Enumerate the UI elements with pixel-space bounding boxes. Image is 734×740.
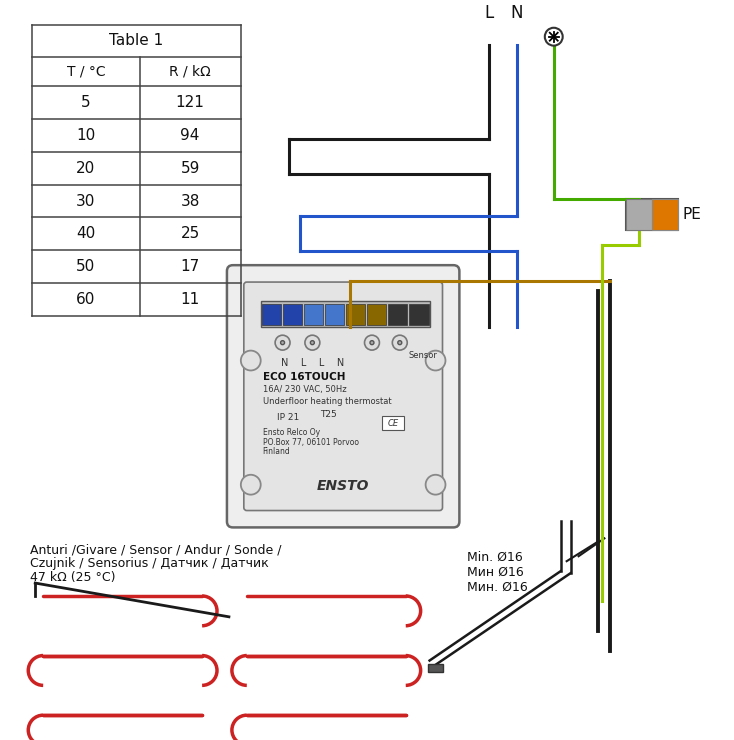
Text: Underfloor heating thermostat: Underfloor heating thermostat bbox=[263, 397, 391, 406]
Bar bbox=[261, 301, 429, 327]
FancyBboxPatch shape bbox=[244, 282, 443, 511]
Bar bbox=[652, 198, 678, 230]
Text: Мин. Ø16: Мин. Ø16 bbox=[468, 581, 528, 594]
Text: 30: 30 bbox=[76, 194, 95, 209]
Text: R / kΩ: R / kΩ bbox=[170, 64, 211, 78]
Text: Мин Ø16: Мин Ø16 bbox=[468, 566, 524, 579]
Circle shape bbox=[241, 475, 261, 494]
Text: Sensor: Sensor bbox=[409, 351, 437, 360]
Text: Min. Ø16: Min. Ø16 bbox=[468, 551, 523, 564]
Bar bbox=[304, 304, 323, 325]
Circle shape bbox=[305, 335, 320, 350]
Bar bbox=[325, 304, 344, 325]
Text: CE: CE bbox=[388, 419, 399, 428]
Text: Table 1: Table 1 bbox=[109, 33, 164, 48]
Text: 121: 121 bbox=[175, 95, 205, 110]
Circle shape bbox=[241, 351, 261, 371]
Bar bbox=[410, 304, 429, 325]
Text: 59: 59 bbox=[181, 161, 200, 176]
Text: N    L    L    N: N L L N bbox=[280, 357, 344, 368]
Text: 11: 11 bbox=[181, 292, 200, 307]
Text: T25: T25 bbox=[320, 410, 337, 419]
Text: 60: 60 bbox=[76, 292, 95, 307]
Text: IP 21: IP 21 bbox=[277, 413, 299, 422]
Circle shape bbox=[398, 340, 401, 345]
Circle shape bbox=[426, 351, 446, 371]
Circle shape bbox=[365, 335, 379, 350]
Text: L: L bbox=[484, 4, 494, 21]
Circle shape bbox=[393, 335, 407, 350]
Bar bbox=[626, 198, 678, 230]
Text: ENSTO: ENSTO bbox=[317, 479, 369, 493]
Bar bbox=[346, 304, 366, 325]
Text: Ensto Relco Oy: Ensto Relco Oy bbox=[263, 428, 320, 437]
Circle shape bbox=[310, 340, 314, 345]
Text: 40: 40 bbox=[76, 226, 95, 241]
Text: 47 kΩ (25 °C): 47 kΩ (25 °C) bbox=[30, 571, 116, 584]
Bar bbox=[388, 304, 407, 325]
Circle shape bbox=[280, 340, 285, 345]
Text: 50: 50 bbox=[76, 259, 95, 274]
Text: PO.Box 77, 06101 Porvoo: PO.Box 77, 06101 Porvoo bbox=[263, 438, 359, 447]
Text: 17: 17 bbox=[181, 259, 200, 274]
Text: Anturi /Givare / Sensor / Andur / Sonde /: Anturi /Givare / Sensor / Andur / Sonde … bbox=[30, 543, 282, 556]
Text: 20: 20 bbox=[76, 161, 95, 176]
Circle shape bbox=[370, 340, 374, 345]
Bar bbox=[382, 416, 404, 430]
Bar bbox=[262, 304, 281, 325]
Text: 5: 5 bbox=[81, 95, 91, 110]
Text: 16A/ 230 VAC, 50Hz: 16A/ 230 VAC, 50Hz bbox=[263, 386, 346, 394]
Circle shape bbox=[426, 475, 446, 494]
Text: Finland: Finland bbox=[263, 447, 291, 456]
Text: 10: 10 bbox=[76, 128, 95, 143]
Text: N: N bbox=[511, 4, 523, 21]
FancyBboxPatch shape bbox=[227, 265, 459, 528]
Bar bbox=[367, 304, 386, 325]
Text: ECO 16TOUCH: ECO 16TOUCH bbox=[263, 372, 345, 383]
Bar bbox=[626, 198, 652, 230]
Text: Czujnik / Sensorius / Датчик / Датчик: Czujnik / Sensorius / Датчик / Датчик bbox=[30, 557, 269, 570]
Bar bbox=[283, 304, 302, 325]
Bar bbox=[428, 664, 443, 673]
Text: PE: PE bbox=[683, 207, 702, 222]
Text: 38: 38 bbox=[181, 194, 200, 209]
Text: 94: 94 bbox=[181, 128, 200, 143]
Text: T / °C: T / °C bbox=[67, 64, 105, 78]
Circle shape bbox=[545, 28, 563, 46]
Text: 25: 25 bbox=[181, 226, 200, 241]
Circle shape bbox=[275, 335, 290, 350]
